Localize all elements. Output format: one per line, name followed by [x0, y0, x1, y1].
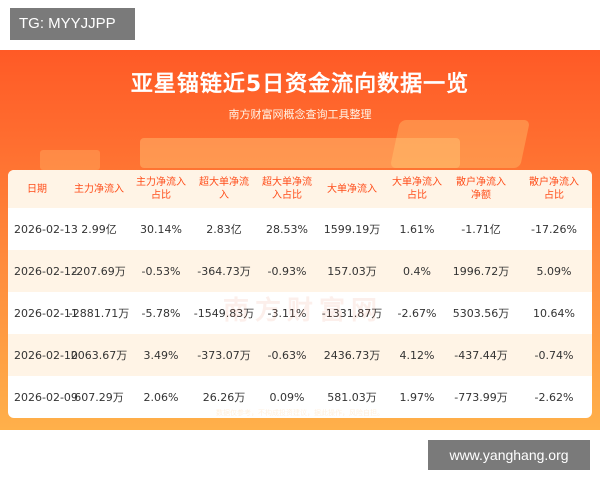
table-row: 2026-02-13 2.99亿 30.14% 2.83亿 28.53% 159…	[8, 208, 592, 250]
header-date: 日期	[27, 183, 47, 195]
cell-super-large-net-inflow: -1549.83万	[193, 307, 255, 320]
cell-super-large-net-inflow: 26.26万	[202, 391, 246, 404]
cell-main-net-inflow: 607.29万	[74, 391, 124, 404]
cell-date: 2026-02-13	[14, 222, 78, 236]
cell-retail-net-inflow: 1996.72万	[452, 265, 510, 278]
table-body: 2026-02-13 2.99亿 30.14% 2.83亿 28.53% 159…	[8, 208, 592, 418]
cell-large-net-inflow-ratio: 1.97%	[399, 390, 435, 404]
fund-flow-card: 亚星锚链近5日资金流向数据一览 南方财富网概念查询工具整理 日期 主力净流入 主…	[0, 50, 600, 430]
cell-large-net-inflow: 581.03万	[327, 391, 377, 404]
cell-super-large-net-inflow-ratio: 28.53%	[266, 222, 308, 236]
cell-large-net-inflow-ratio: 0.4%	[403, 264, 431, 278]
cell-main-net-inflow: 2.99亿	[81, 223, 117, 236]
cell-large-net-inflow: 157.03万	[327, 265, 377, 278]
cell-large-net-inflow-ratio: 1.61%	[399, 222, 435, 236]
page-subtitle: 南方财富网概念查询工具整理	[228, 108, 372, 121]
cell-retail-net-inflow-ratio: 5.09%	[536, 264, 572, 278]
cell-main-net-inflow: 2063.67万	[70, 349, 128, 362]
table-row: 2026-02-12 -207.69万 -0.53% -364.73万 -0.9…	[8, 250, 592, 292]
cell-main-net-inflow-ratio: 30.14%	[140, 222, 182, 236]
cell-main-net-inflow-ratio: -5.78%	[141, 306, 181, 320]
header-large-net-inflow-ratio: 大单净流入 占比	[392, 177, 442, 201]
cell-large-net-inflow: 1599.19万	[323, 223, 381, 236]
cell-retail-net-inflow: -773.99万	[454, 391, 508, 404]
cell-super-large-net-inflow: -373.07万	[197, 349, 251, 362]
cell-large-net-inflow: 2436.73万	[323, 349, 381, 362]
decorative-shape	[389, 120, 531, 168]
disclaimer-text: 数据仅参考，不构成投资建议，据此操作，风险自担。	[216, 409, 384, 417]
cell-large-net-inflow-ratio: -2.67%	[397, 306, 437, 320]
cell-date: 2026-02-11	[14, 306, 78, 320]
cell-main-net-inflow-ratio: 3.49%	[143, 348, 179, 362]
header-large-net-inflow: 大单净流入	[327, 183, 377, 195]
cell-retail-net-inflow-ratio: -2.62%	[534, 390, 574, 404]
header-main-net-inflow-ratio: 主力净流入 占比	[136, 177, 186, 201]
cell-retail-net-inflow-ratio: -17.26%	[531, 222, 577, 236]
cell-large-net-inflow-ratio: 4.12%	[399, 348, 435, 362]
cell-main-net-inflow-ratio: 2.06%	[143, 390, 179, 404]
table-header-row: 日期 主力净流入 主力净流入 占比 超大单净流入 超大单净流 入占比 大单净流入 大…	[8, 170, 592, 208]
cell-super-large-net-inflow: -364.73万	[197, 265, 251, 278]
cell-retail-net-inflow: 5303.56万	[452, 307, 510, 320]
decorative-shape	[40, 150, 100, 170]
table-row: 2026-02-09 607.29万 2.06% 26.26万 0.09% 58…	[8, 376, 592, 418]
cell-retail-net-inflow-ratio: -0.74%	[534, 348, 574, 362]
site-watermark-tag: www.yanghang.org	[428, 440, 590, 470]
header-main-net-inflow: 主力净流入	[74, 183, 124, 195]
header-retail-net-inflow-ratio: 散户净流入 占比	[529, 177, 579, 201]
header-super-large-net-inflow: 超大单净流入	[199, 177, 249, 201]
cell-main-net-inflow: -207.69万	[72, 265, 126, 278]
cell-date: 2026-02-10	[14, 348, 78, 362]
cell-super-large-net-inflow-ratio: -0.93%	[267, 264, 307, 278]
cell-super-large-net-inflow: 2.83亿	[206, 223, 242, 236]
cell-super-large-net-inflow-ratio: 0.09%	[269, 390, 305, 404]
cell-date: 2026-02-09	[14, 390, 78, 404]
cell-retail-net-inflow: -1.71亿	[461, 223, 501, 236]
cell-large-net-inflow: -1331.87万	[321, 307, 383, 320]
table-row: 2026-02-11 -2881.71万 -5.78% -1549.83万 -3…	[8, 292, 592, 334]
cell-retail-net-inflow: -437.44万	[454, 349, 508, 362]
cell-date: 2026-02-12	[14, 264, 78, 278]
table-row: 2026-02-10 2063.67万 3.49% -373.07万 -0.63…	[8, 334, 592, 376]
cell-super-large-net-inflow-ratio: -0.63%	[267, 348, 307, 362]
page-title: 亚星锚链近5日资金流向数据一览	[130, 72, 470, 97]
cell-super-large-net-inflow-ratio: -3.11%	[267, 306, 307, 320]
cell-retail-net-inflow-ratio: 10.64%	[533, 306, 575, 320]
header-retail-net-inflow: 散户净流入 净额	[456, 177, 506, 201]
cell-main-net-inflow: -2881.71万	[68, 307, 130, 320]
header-super-large-net-inflow-ratio: 超大单净流 入占比	[262, 177, 312, 201]
cell-main-net-inflow-ratio: -0.53%	[141, 264, 181, 278]
fund-flow-table: 日期 主力净流入 主力净流入 占比 超大单净流入 超大单净流 入占比 大单净流入 大…	[8, 170, 592, 418]
tg-watermark-tag: TG: MYYJJPP	[10, 8, 135, 40]
decorative-shape	[140, 138, 460, 168]
